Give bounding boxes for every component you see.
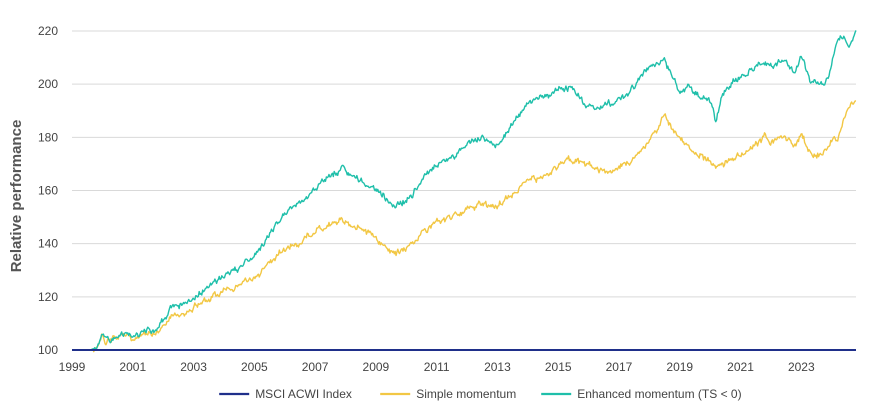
y-tick-label: 160 [38, 184, 58, 198]
axes: 100 120 140 160 180 200 220 1999 2001 2003 2005 200… [38, 24, 815, 374]
x-tick-label: 2017 [606, 360, 633, 374]
x-tick-label: 2005 [241, 360, 268, 374]
x-tick-label: 2013 [484, 360, 511, 374]
series-lines [72, 30, 857, 353]
x-tick-label: 2003 [180, 360, 207, 374]
x-tick-label: 1999 [59, 360, 86, 374]
y-axis-label: Relative performance [8, 120, 25, 273]
y-tick-label: 120 [38, 290, 58, 304]
x-tick-label: 2021 [727, 360, 754, 374]
legend-item: Enhanced momentum (TS < 0) [541, 387, 742, 401]
x-tick-label: 2001 [119, 360, 146, 374]
legend-item: Simple momentum [380, 387, 516, 401]
legend-label: Enhanced momentum (TS < 0) [577, 387, 741, 401]
legend-item: MSCI ACWI Index [219, 387, 352, 401]
y-tick-label: 180 [38, 130, 58, 144]
legend-label: Simple momentum [416, 387, 516, 401]
x-tick-label: 2009 [363, 360, 390, 374]
y-tick-label: 200 [38, 77, 58, 91]
x-tick-label: 2023 [788, 360, 815, 374]
series-line-1 [72, 100, 857, 353]
gridlines [72, 30, 856, 298]
y-tick-label: 220 [38, 24, 58, 38]
x-tick-label: 2019 [666, 360, 693, 374]
x-tick-label: 2015 [545, 360, 572, 374]
x-tick-label: 2011 [424, 360, 450, 374]
series-line-2 [72, 30, 857, 351]
x-tick-label: 2007 [302, 360, 329, 374]
legend-label: MSCI ACWI Index [255, 387, 352, 401]
y-tick-label: 100 [38, 343, 58, 357]
y-tick-label: 140 [38, 237, 58, 251]
legend: MSCI ACWI Index Simple momentum Enhanced m… [219, 387, 742, 401]
